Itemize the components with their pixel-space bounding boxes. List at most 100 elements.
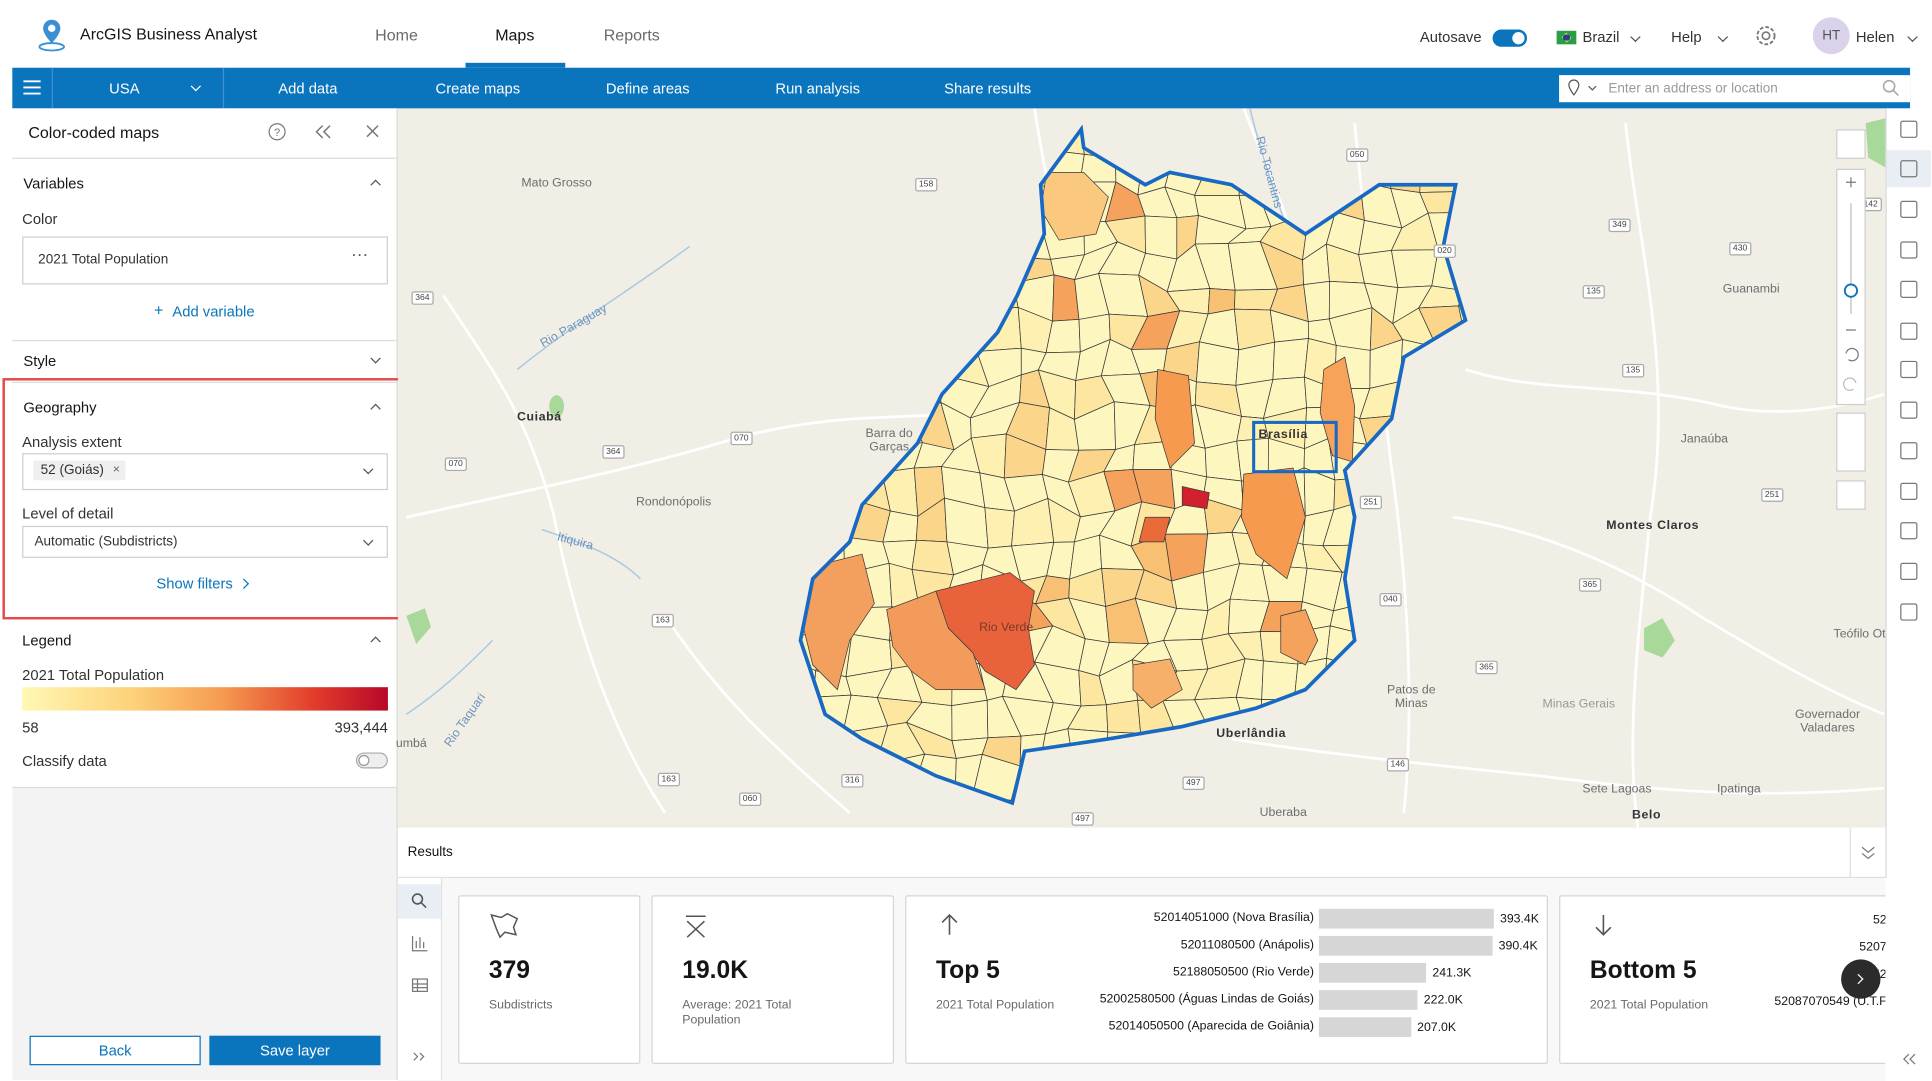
back-button[interactable]: Back	[29, 1035, 201, 1066]
card-icon	[1595, 915, 1612, 936]
country-select[interactable]: USA	[109, 80, 140, 98]
map-control[interactable]	[1836, 129, 1866, 159]
item-value: 241.3K	[1432, 966, 1472, 981]
subdistrict	[1240, 467, 1306, 580]
tool-icon[interactable]	[1900, 241, 1918, 259]
road-shield: 365	[1578, 578, 1601, 592]
map-control[interactable]	[1836, 480, 1866, 510]
tool-icon[interactable]	[1900, 200, 1918, 218]
road-shield: 364	[411, 291, 434, 305]
card-icon	[941, 913, 958, 935]
show-filters[interactable]: Show filters	[156, 575, 233, 593]
detail-select[interactable]	[22, 525, 388, 558]
map-control[interactable]	[1836, 412, 1866, 472]
toolbar-item[interactable]: Run analysis	[775, 80, 861, 98]
item-value: 222.0K	[1423, 993, 1463, 1008]
tool-icon[interactable]	[1900, 160, 1918, 178]
item-bar	[1318, 908, 1494, 929]
extent-chip[interactable]: 52 (Goiás) ×	[33, 460, 127, 481]
tool-icon[interactable]	[1900, 562, 1918, 581]
next-button[interactable]	[1841, 959, 1881, 999]
expand-icon[interactable]	[1900, 1050, 1917, 1067]
subdistrict	[1280, 609, 1319, 666]
search-location-icon[interactable]	[1566, 79, 1603, 99]
user-name[interactable]: Helen	[1855, 28, 1895, 46]
item-name: 52014050500 (Aparecida de Goiânia)	[1108, 1019, 1315, 1034]
item-bar	[1318, 990, 1418, 1010]
tool-icon[interactable]	[1900, 603, 1918, 621]
road-shield: 163	[651, 613, 674, 628]
extent-select[interactable]	[22, 453, 388, 491]
toolbar-item[interactable]: Create maps	[435, 80, 521, 98]
tool-icon[interactable]	[1900, 401, 1918, 419]
map-label: Guanambi	[1722, 282, 1780, 297]
classify-toggle[interactable]	[355, 752, 388, 769]
save-button[interactable]: Save layer	[209, 1035, 381, 1066]
subdistrict	[1181, 485, 1210, 510]
search-box[interactable]	[1559, 75, 1911, 103]
results-view-icons[interactable]	[410, 892, 430, 1077]
map-label: Patos de Minas	[1386, 683, 1436, 711]
map-label: Teófilo Ot	[1833, 627, 1886, 641]
help[interactable]: Help	[1671, 28, 1702, 46]
tab[interactable]: Reports	[603, 25, 660, 45]
toolbar-item[interactable]: Add data	[278, 80, 338, 98]
tool-icon[interactable]	[1900, 120, 1918, 138]
road-shield: 060	[739, 792, 761, 807]
subdistrict	[1204, 440, 1242, 482]
subdistrict	[1391, 249, 1439, 289]
more-icon[interactable]: ···	[350, 243, 369, 264]
item-name: 52002580500 (Águas Lindas de Goiás)	[1099, 992, 1315, 1007]
variable-box[interactable]	[22, 236, 388, 285]
item-name: 52188050500 (Rio Verde)	[1172, 965, 1315, 980]
section-heading[interactable]: Legend	[22, 631, 72, 650]
tab[interactable]: Home	[375, 25, 418, 45]
section-heading[interactable]: Variables	[23, 174, 84, 193]
autosave-toggle[interactable]	[1492, 29, 1528, 47]
average-card: 19.0K Average: 2021 Total Population	[651, 895, 895, 1065]
card-icon	[490, 912, 519, 939]
tool-icon[interactable]	[1900, 280, 1918, 299]
card-label: Average: 2021 Total Population	[682, 998, 792, 1028]
tool-icon[interactable]	[1900, 442, 1918, 460]
section-heading[interactable]: Style	[23, 352, 57, 370]
card-value: 379	[488, 956, 531, 984]
tool-icon[interactable]	[1900, 482, 1918, 500]
subdistrict	[1106, 699, 1142, 734]
map-label: Sete Lagoas	[1582, 782, 1652, 797]
tool-icon[interactable]	[1900, 360, 1918, 379]
map-label: Cuiabá	[517, 410, 562, 425]
section-heading[interactable]: Geography	[23, 399, 97, 417]
search-placeholder[interactable]: Enter an address or location	[1608, 81, 1778, 97]
map-label: Governador Valadares	[1795, 708, 1861, 736]
tab-active[interactable]: Maps	[495, 25, 535, 45]
avatar[interactable]: HT	[1812, 17, 1850, 55]
menu-icon[interactable]	[22, 79, 42, 96]
panel-icons[interactable]: ?	[267, 122, 390, 142]
search-icon[interactable]	[1882, 79, 1902, 99]
card-title: Top 5	[935, 956, 1000, 984]
tool-icon[interactable]	[1900, 522, 1918, 540]
map[interactable]	[397, 108, 1886, 828]
item-name: 52	[1872, 913, 1887, 928]
app-title: ArcGIS Business Analyst	[80, 24, 258, 44]
tool-icon[interactable]	[1900, 322, 1918, 340]
map-label: umbá	[395, 737, 427, 751]
settings-icon[interactable]	[1752, 22, 1779, 49]
count-card: 379 Subdistricts	[458, 895, 641, 1065]
rivers	[405, 108, 1307, 715]
map-label: Janaúba	[1680, 432, 1729, 447]
toolbar-item[interactable]: Define areas	[605, 80, 690, 98]
subdistrict	[1196, 341, 1240, 386]
country[interactable]: Brazil	[1582, 28, 1620, 46]
collapse-icon[interactable]	[1860, 844, 1877, 861]
subdistrict	[886, 590, 986, 691]
road-shield: 430	[1729, 241, 1752, 256]
toolbar-item[interactable]: Share results	[944, 80, 1032, 98]
road-shield: 365	[1475, 660, 1498, 675]
detail-value[interactable]: Automatic (Subdistricts)	[34, 534, 178, 550]
subdistrict	[1154, 369, 1195, 469]
subdistrict	[1144, 215, 1178, 260]
add-variable[interactable]: Add variable	[172, 302, 255, 321]
variable-name[interactable]: 2021 Total Population	[38, 252, 169, 268]
